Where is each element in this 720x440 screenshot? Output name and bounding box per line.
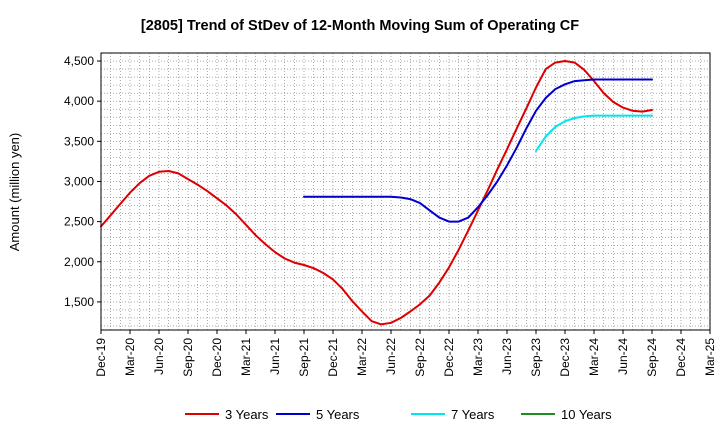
x-tick-label: Jun-22 [384, 338, 398, 375]
x-tick-label: Dec-23 [558, 338, 572, 377]
x-tick-label: Dec-20 [210, 338, 224, 377]
x-tick-label: Sep-21 [297, 338, 311, 377]
series-group [100, 60, 653, 326]
series-line-3-years [100, 60, 653, 326]
y-tick-label: 4,000 [64, 94, 94, 108]
x-tick-label: Dec-22 [442, 338, 456, 377]
x-tick-label: Dec-19 [94, 338, 108, 377]
x-tick-label: Jun-20 [152, 338, 166, 375]
y-axis-ticks: 1,500 2,000 2,500 3,000 3,500 4,000 4,500 [64, 54, 101, 309]
y-tick-label: 2,000 [64, 255, 94, 269]
legend-item: 5 Years [276, 407, 360, 422]
legend: 3 Years 5 Years 7 Years 10 Years [185, 407, 612, 422]
legend-item: 3 Years [185, 407, 269, 422]
x-tick-label: Dec-24 [674, 338, 688, 377]
legend-label: 3 Years [225, 407, 269, 422]
grid [101, 52, 710, 330]
legend-item: 10 Years [521, 407, 612, 422]
x-tick-label: Dec-21 [326, 338, 340, 377]
x-tick-label: Mar-25 [703, 338, 717, 376]
y-tick-label: 2,500 [64, 215, 94, 229]
x-tick-label: Sep-23 [529, 338, 543, 377]
y-axis-label: Amount (million yen) [7, 133, 22, 252]
legend-label: 7 Years [451, 407, 495, 422]
x-tick-label: Sep-20 [181, 338, 195, 377]
series-line-7-years [535, 114, 653, 152]
plot-area [101, 53, 710, 330]
x-tick-label: Mar-21 [239, 338, 253, 376]
plot-frame [100, 52, 711, 331]
y-tick-label: 3,000 [64, 174, 94, 188]
legend-item: 7 Years [411, 407, 495, 422]
legend-label: 10 Years [561, 407, 612, 422]
y-tick-label: 4,500 [64, 54, 94, 68]
x-tick-label: Sep-24 [645, 338, 659, 377]
series-line-5-years [303, 78, 653, 223]
x-tick-label: Jun-23 [500, 338, 514, 375]
chart-title: [2805] Trend of StDev of 12-Month Moving… [141, 18, 579, 34]
y-tick-label: 1,500 [64, 295, 94, 309]
legend-label: 5 Years [316, 407, 360, 422]
x-tick-label: Jun-21 [268, 338, 282, 375]
x-axis-ticks: Dec-19 Mar-20 Jun-20 Sep-20 Dec-20 Mar-21 Jun-… [94, 330, 717, 377]
x-tick-label: Jun-24 [616, 338, 630, 375]
x-tick-label: Mar-20 [123, 338, 137, 376]
x-tick-label: Mar-23 [471, 338, 485, 376]
x-tick-label: Mar-24 [587, 338, 601, 376]
x-tick-label: Mar-22 [355, 338, 369, 376]
y-tick-label: 3,500 [64, 134, 94, 148]
x-tick-label: Sep-22 [413, 338, 427, 377]
